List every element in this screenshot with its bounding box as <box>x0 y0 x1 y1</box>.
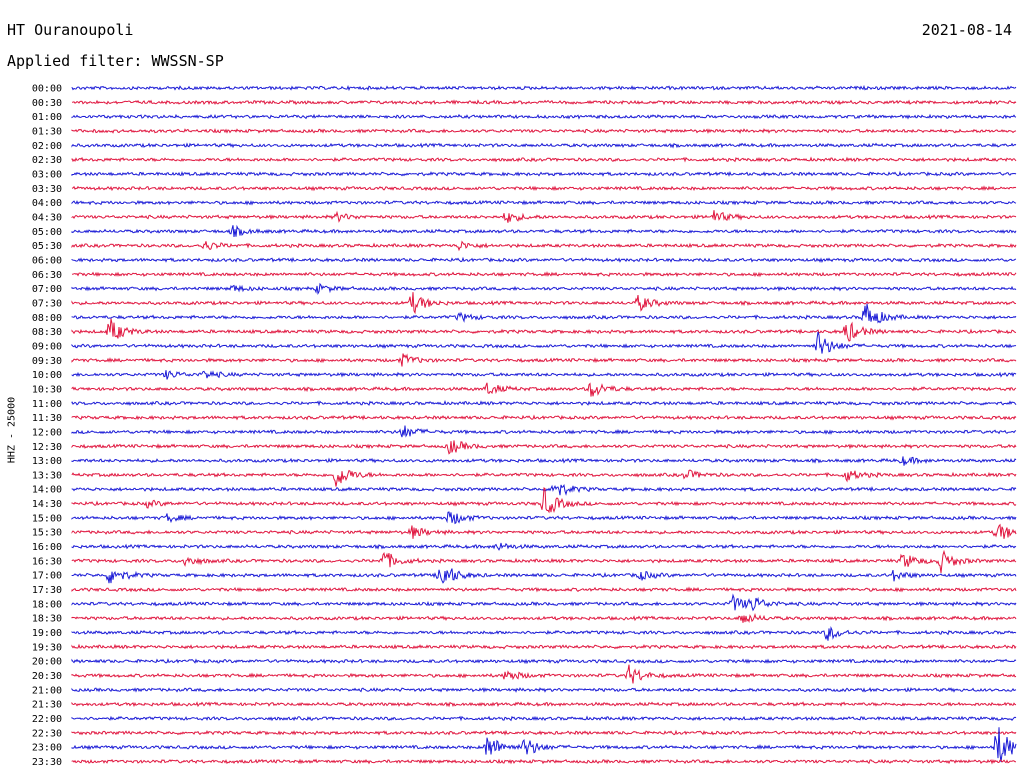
trace-line <box>71 758 1016 765</box>
trace-line <box>71 625 1017 641</box>
trace-line <box>71 292 1017 315</box>
row-time-label: 05:00 <box>32 227 62 238</box>
row-time-label: 21:00 <box>32 685 62 696</box>
row-time-label: 03:30 <box>32 184 62 195</box>
trace-line <box>71 613 1017 623</box>
row-time-label: 07:00 <box>32 284 62 295</box>
trace-line <box>71 511 1017 525</box>
row-time-label: 15:00 <box>32 513 62 524</box>
date-label: 2021-08-14 <box>921 21 1012 39</box>
trace-line <box>71 593 1017 612</box>
trace-line <box>71 199 1017 206</box>
row-time-label: 00:00 <box>32 84 62 95</box>
trace-line <box>71 271 1017 278</box>
trace-line <box>71 370 1017 380</box>
trace-line <box>71 425 1017 438</box>
trace-line <box>71 657 1017 665</box>
row-time-label: 01:00 <box>32 112 62 123</box>
trace-line <box>71 715 1017 722</box>
trace-line <box>71 113 1017 120</box>
trace-line <box>71 414 1017 421</box>
row-time-label: 17:00 <box>32 571 62 582</box>
trace-line <box>71 127 1017 135</box>
row-time-label: 09:00 <box>32 341 62 352</box>
row-time-label: 13:30 <box>32 470 62 481</box>
row-time-label: 11:00 <box>32 399 62 410</box>
row-time-label: 19:30 <box>32 642 62 653</box>
row-time-label: 17:30 <box>32 585 62 596</box>
trace-line <box>71 353 1017 367</box>
row-time-label: 06:00 <box>32 255 62 266</box>
trace-line <box>71 99 1017 106</box>
row-time-label: 14:30 <box>32 499 62 510</box>
row-time-label: 00:30 <box>32 98 62 109</box>
row-time-label: 08:00 <box>32 313 62 324</box>
trace-line <box>71 686 1017 693</box>
filter-label: Applied filter: WWSSN-SP <box>7 52 224 70</box>
row-time-label: 21:30 <box>32 700 62 711</box>
row-time-label: 10:30 <box>32 384 62 395</box>
row-time-label: 20:00 <box>32 657 62 668</box>
trace-line <box>71 185 1017 192</box>
trace-line <box>71 456 1017 466</box>
row-time-label: 08:30 <box>32 327 62 338</box>
row-time-label: 12:00 <box>32 427 62 438</box>
row-time-label: 18:30 <box>32 614 62 625</box>
trace-line <box>71 170 1017 177</box>
trace-line <box>71 487 1017 514</box>
trace-line <box>71 282 1017 295</box>
trace-line <box>71 210 1017 223</box>
trace-line <box>71 542 1017 551</box>
trace-line <box>71 331 1017 354</box>
trace-line <box>71 586 1017 593</box>
trace-line <box>71 440 1017 455</box>
row-time-label: 06:30 <box>32 270 62 281</box>
row-time-label: 04:00 <box>32 198 62 209</box>
row-time-label: 23:30 <box>32 757 62 768</box>
trace-line <box>71 568 1017 584</box>
trace-line <box>71 382 1017 397</box>
row-time-label: 02:30 <box>32 155 62 166</box>
trace-line <box>71 240 1017 252</box>
trace-line <box>71 142 1017 149</box>
row-time-label: 09:30 <box>32 356 62 367</box>
trace-line <box>71 643 1017 650</box>
trace-line <box>71 400 1017 407</box>
trace-line <box>71 318 1017 342</box>
row-time-label: 10:00 <box>32 370 62 381</box>
row-time-label: 22:30 <box>32 728 62 739</box>
row-time-label: 23:00 <box>32 743 62 754</box>
row-time-label: 16:30 <box>32 556 62 567</box>
trace-line <box>71 256 1017 263</box>
station-title: HT Ouranoupoli <box>7 21 134 39</box>
trace-line <box>71 303 1017 324</box>
row-time-label: 16:00 <box>32 542 62 553</box>
trace-line <box>71 156 1017 163</box>
row-time-label: 20:30 <box>32 671 62 682</box>
trace-line <box>71 523 1017 539</box>
row-time-label: 12:30 <box>32 442 62 453</box>
row-time-label: 19:00 <box>32 628 62 639</box>
row-time-label: 15:30 <box>32 528 62 539</box>
trace-line <box>71 549 1017 573</box>
row-time-label: 02:00 <box>32 141 62 152</box>
trace-line <box>71 469 1017 487</box>
trace-line <box>71 84 1017 92</box>
row-time-label: 07:30 <box>32 298 62 309</box>
row-time-label: 04:30 <box>32 212 62 223</box>
row-time-label: 14:00 <box>32 485 62 496</box>
row-time-label: 05:30 <box>32 241 62 252</box>
row-time-label: 18:00 <box>32 599 62 610</box>
row-time-label: 01:30 <box>32 126 62 137</box>
trace-line <box>71 729 1017 736</box>
trace-line <box>71 727 1017 763</box>
row-time-label: 03:00 <box>32 169 62 180</box>
trace-line <box>71 664 1017 684</box>
trace-line <box>71 701 1017 708</box>
trace-line <box>71 224 1017 237</box>
row-time-label: 11:30 <box>32 413 62 424</box>
row-time-label: 13:00 <box>32 456 62 467</box>
row-time-label: 22:00 <box>32 714 62 725</box>
